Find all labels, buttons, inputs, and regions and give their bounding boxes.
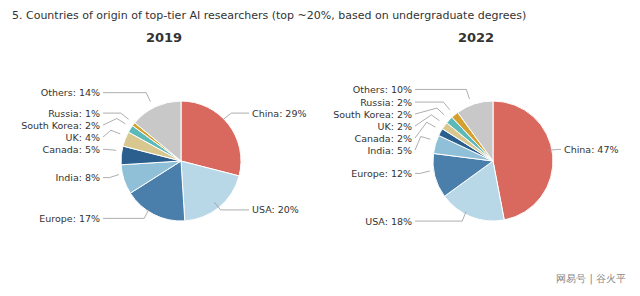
- svg-text:USA: 18%: USA: 18%: [365, 216, 412, 227]
- svg-text:China: 29%: China: 29%: [252, 108, 306, 119]
- svg-text:Russia: 1%: Russia: 1%: [48, 108, 100, 119]
- svg-text:China: 47%: China: 47%: [564, 144, 618, 155]
- svg-text:Russia: 2%: Russia: 2%: [360, 97, 412, 108]
- svg-text:Canada: 5%: Canada: 5%: [43, 144, 100, 155]
- svg-text:India: 8%: India: 8%: [55, 172, 100, 183]
- svg-text:UK: 2%: UK: 2%: [378, 121, 412, 132]
- html-text:5. Countries of origin of top-: 5. Countries of origin of top-tier AI re…: [12, 9, 527, 22]
- svg-text:Canada: 2%: Canada: 2%: [355, 133, 412, 144]
- svg-text:Others: 10%: Others: 10%: [353, 84, 412, 95]
- svg-text:UK: 4%: UK: 4%: [66, 132, 100, 143]
- svg-text:South Korea: 2%: South Korea: 2%: [21, 120, 100, 131]
- svg-text:Europe: 12%: Europe: 12%: [351, 168, 412, 179]
- svg-text:Europe: 17%: Europe: 17%: [39, 213, 100, 224]
- svg-text:USA: 20%: USA: 20%: [252, 204, 299, 215]
- svg-text:India: 5%: India: 5%: [367, 145, 412, 156]
- html-text:2019: 2019: [145, 30, 183, 45]
- html-text:网易号 | 谷火平: 网易号 | 谷火平: [556, 273, 626, 284]
- html-text:2022: 2022: [457, 30, 495, 45]
- svg-text:South Korea: 2%: South Korea: 2%: [333, 109, 412, 120]
- svg-text:Others: 14%: Others: 14%: [41, 87, 100, 98]
